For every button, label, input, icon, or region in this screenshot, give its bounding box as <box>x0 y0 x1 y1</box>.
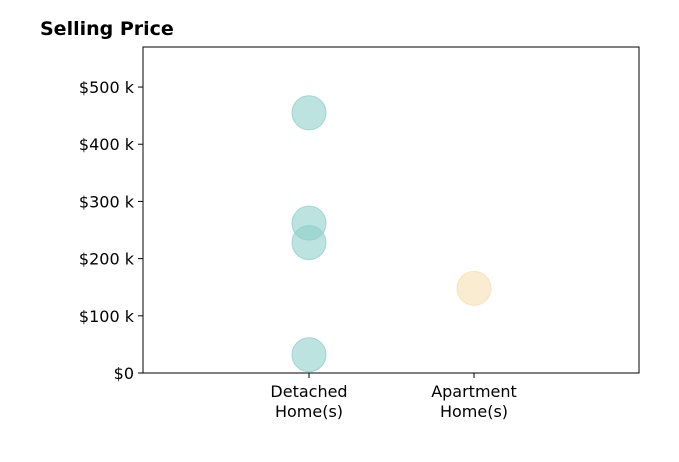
x-tick-label: Detached Home(s) <box>270 382 347 421</box>
plot-area-frame <box>142 46 640 374</box>
y-tick-label: $500 k <box>79 78 135 97</box>
data-point <box>456 270 492 306</box>
data-point <box>291 95 327 131</box>
x-axis: Detached Home(s) Apartment Home(s) <box>270 373 517 421</box>
data-point <box>291 337 327 373</box>
y-tick-label: $100 k <box>79 307 135 326</box>
y-tick-label: $200 k <box>79 250 135 269</box>
chart-title: Selling Price <box>40 18 174 40</box>
y-tick-label: $400 k <box>79 135 135 154</box>
y-tick-label: $0 <box>114 364 134 383</box>
x-tick-label: Apartment Home(s) <box>431 382 517 421</box>
data-point <box>291 225 327 261</box>
y-axis: $0 $100 k $200 k $300 k $400 k $500 k <box>79 78 143 383</box>
data-points <box>291 95 492 373</box>
y-tick-label: $300 k <box>79 192 135 211</box>
